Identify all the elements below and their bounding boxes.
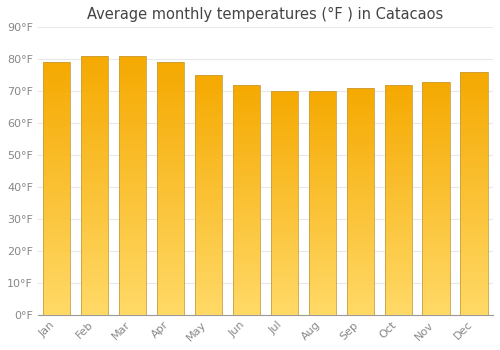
Bar <box>43 62 70 315</box>
Bar <box>460 72 487 315</box>
Bar <box>233 85 260 315</box>
Bar <box>157 62 184 315</box>
Bar <box>384 85 412 315</box>
Bar <box>422 82 450 315</box>
Bar <box>270 91 298 315</box>
Bar <box>81 56 108 315</box>
Bar <box>346 88 374 315</box>
Bar <box>308 91 336 315</box>
Bar <box>195 75 222 315</box>
Title: Average monthly temperatures (°F ) in Catacaos: Average monthly temperatures (°F ) in Ca… <box>88 7 444 22</box>
Bar <box>119 56 146 315</box>
